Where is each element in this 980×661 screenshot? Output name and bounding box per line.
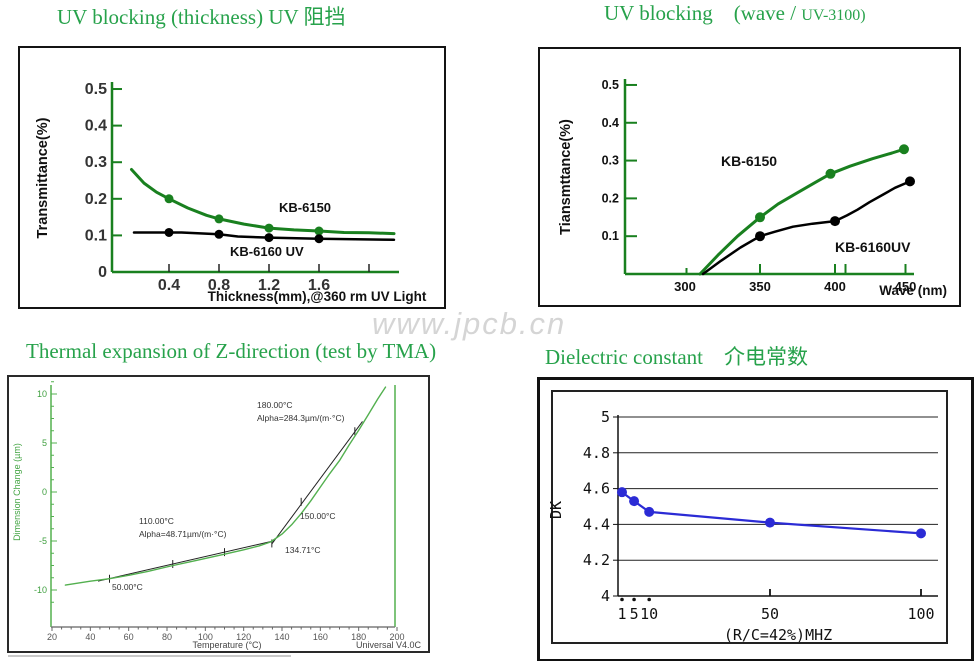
svg-text:-10: -10 <box>34 585 47 595</box>
svg-text:Dimension Change (µm): Dimension Change (µm) <box>12 443 22 541</box>
svg-text:50: 50 <box>761 605 779 623</box>
svg-text:10: 10 <box>37 389 47 399</box>
svg-text:0: 0 <box>98 264 107 281</box>
svg-text:4.6: 4.6 <box>583 480 610 498</box>
title-dielectric: Dielectric constant 介电常数 <box>545 345 809 369</box>
svg-text:0.1: 0.1 <box>85 227 107 244</box>
svg-text:200: 200 <box>389 632 404 642</box>
svg-text:0: 0 <box>42 487 47 497</box>
svg-text:Alpha=284.3µm/(m·°C): Alpha=284.3µm/(m·°C) <box>257 413 345 423</box>
svg-text:0.8: 0.8 <box>208 277 230 294</box>
title-uv-wave-device: UV-3100) <box>801 7 866 24</box>
title-tma: Thermal expansion of Z-direction (test b… <box>26 339 437 363</box>
svg-text:(R/C=42%)MHZ: (R/C=42%)MHZ <box>724 626 832 644</box>
svg-text:120: 120 <box>236 632 251 642</box>
svg-text:Universal V4.0C: Universal V4.0C <box>356 640 422 650</box>
svg-text:4.8: 4.8 <box>583 444 610 462</box>
svg-text:20: 20 <box>47 632 57 642</box>
svg-text:4: 4 <box>601 587 610 605</box>
svg-text:5: 5 <box>630 605 639 623</box>
svg-text:0.3: 0.3 <box>85 154 107 171</box>
svg-text:-5: -5 <box>39 536 47 546</box>
svg-text:100: 100 <box>907 605 934 623</box>
title-uv-wave-main: UV blocking (wave / <box>604 1 802 25</box>
svg-text:110.00°C: 110.00°C <box>139 516 174 526</box>
svg-text:100: 100 <box>198 632 213 642</box>
svg-text:5: 5 <box>601 408 610 426</box>
svg-text:134.71°C: 134.71°C <box>285 545 321 555</box>
svg-text:1: 1 <box>617 605 626 623</box>
uv-wave-chart-svg: 300 350 400 450 0.1 0.2 0.3 0.4 0.5 KB-6150 KB-616… <box>558 78 947 298</box>
svg-text:Wave (nm): Wave (nm) <box>879 283 947 298</box>
bottom-divider <box>8 655 291 657</box>
svg-text:5: 5 <box>42 438 47 448</box>
svg-text:350: 350 <box>749 279 771 294</box>
svg-text:80: 80 <box>162 632 172 642</box>
svg-text:Temperature (°C): Temperature (°C) <box>192 640 261 650</box>
svg-text:DK: DK <box>547 501 565 519</box>
tma-chart-svg: 20 40 60 80 100 120 140 160 180 200 -10 -5 0 5 10 180.0… <box>12 381 422 650</box>
svg-text:10: 10 <box>640 605 658 623</box>
uv-thickness-chart: 0.4 0.8 1.2 1.6 0 0.1 0.2 0.3 0.4 0.5 KB-6150 KB-61… <box>18 46 446 309</box>
svg-text:0.4: 0.4 <box>602 116 619 130</box>
svg-text:KB-6150: KB-6150 <box>721 153 777 169</box>
svg-text:0.1: 0.1 <box>602 229 619 243</box>
svg-text:1.6: 1.6 <box>308 277 330 294</box>
svg-text:0.2: 0.2 <box>85 191 107 208</box>
svg-text:180.00°C: 180.00°C <box>257 400 293 410</box>
svg-text:0.5: 0.5 <box>602 78 619 92</box>
svg-text:0.2: 0.2 <box>602 191 619 205</box>
svg-text:0.4: 0.4 <box>85 118 107 135</box>
svg-text:40: 40 <box>85 632 95 642</box>
svg-text:140: 140 <box>274 632 289 642</box>
svg-text:300: 300 <box>674 279 696 294</box>
svg-text:150.00°C: 150.00°C <box>300 511 336 521</box>
svg-text:Alpha=48.71µm/(m·°C): Alpha=48.71µm/(m·°C) <box>139 529 227 539</box>
svg-text:Transmittance(%): Transmittance(%) <box>35 117 51 238</box>
title-uv-thickness: UV blocking (thickness) UV 阻挡 <box>57 5 346 29</box>
uv-thickness-chart-svg: 0.4 0.8 1.2 1.6 0 0.1 0.2 0.3 0.4 0.5 KB-6150 KB-61… <box>35 81 427 304</box>
svg-text:Thickness(mm),@360 rm UV Light: Thickness(mm),@360 rm UV Light <box>208 289 427 304</box>
svg-text:60: 60 <box>124 632 134 642</box>
title-uv-wave: UV blocking (wave / UV-3100) <box>604 1 866 26</box>
svg-text:0.3: 0.3 <box>602 154 619 168</box>
svg-text:4.2: 4.2 <box>583 551 610 569</box>
svg-text:1.2: 1.2 <box>258 277 280 294</box>
uv-wave-chart: 300 350 400 450 0.1 0.2 0.3 0.4 0.5 KB-6150 KB-616… <box>538 47 961 307</box>
svg-text:KB-6160 UV: KB-6160 UV <box>230 244 304 259</box>
svg-text:0.5: 0.5 <box>85 81 107 98</box>
svg-text:4.4: 4.4 <box>583 515 610 533</box>
svg-text:Tiansmttance(%): Tiansmttance(%) <box>558 119 574 235</box>
tma-chart: 20 40 60 80 100 120 140 160 180 200 -10 -5 0 5 10 180.0… <box>7 375 430 653</box>
svg-text:50.00°C: 50.00°C <box>112 582 143 592</box>
dk-chart-inner-frame <box>551 390 948 644</box>
dk-chart: 1 5 10 50 100 4 4.2 4.4 4.6 4.8 5 DK (R/C=42%)MHZ <box>537 377 974 661</box>
svg-text:160: 160 <box>313 632 328 642</box>
svg-text:180: 180 <box>351 632 366 642</box>
svg-text:400: 400 <box>824 279 846 294</box>
svg-text:450: 450 <box>895 279 917 294</box>
watermark: www.jpcb.cn <box>372 306 567 341</box>
svg-text:0.4: 0.4 <box>158 277 180 294</box>
svg-text:KB-6160UV: KB-6160UV <box>835 239 911 255</box>
svg-text:KB-6150: KB-6150 <box>279 200 331 215</box>
